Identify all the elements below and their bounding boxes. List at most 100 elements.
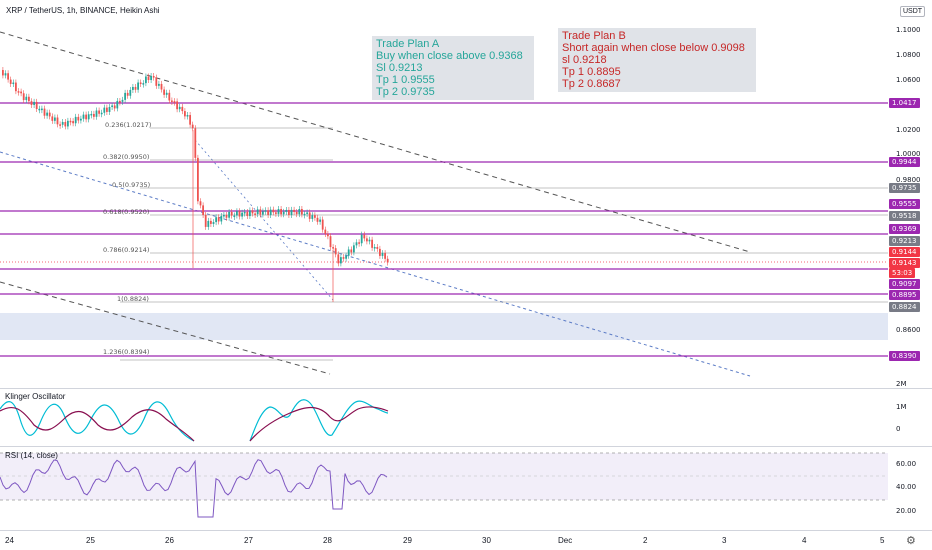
candle-body <box>308 212 311 219</box>
pane-separator[interactable] <box>0 446 932 447</box>
candle-body <box>212 222 215 224</box>
candle-body <box>160 83 163 90</box>
candle-body <box>293 209 295 212</box>
candle-body <box>228 211 230 218</box>
rsi-plot <box>0 452 888 518</box>
candle-body <box>381 253 384 256</box>
candle-body <box>290 209 293 215</box>
price-tag-level: 0.8390 <box>889 351 920 361</box>
klinger-pane[interactable]: Klinger Oscillator <box>0 389 888 445</box>
price-tag-fib: 0.8824 <box>889 302 920 312</box>
candle-body <box>197 157 199 202</box>
pane-separator[interactable] <box>0 388 932 389</box>
fib-label-1: 1(0.8824) <box>117 295 149 303</box>
main-chart-pane[interactable]: 0.236(1.0217) 0.382(0.9950) 0.5(0.9735) … <box>0 0 888 388</box>
candle-body <box>20 91 22 94</box>
candle-body <box>311 215 314 219</box>
candle-body <box>225 214 228 218</box>
gear-icon[interactable]: ⚙ <box>906 535 916 547</box>
rsi-pane[interactable]: RSI (14, close) <box>0 447 888 529</box>
candle-body <box>350 249 353 253</box>
candle-body <box>173 101 176 103</box>
candle-body <box>163 89 165 95</box>
candle-body <box>2 70 4 76</box>
candle-body <box>233 215 236 218</box>
candle-body <box>82 114 85 119</box>
candle-body <box>56 117 59 125</box>
candle-body <box>368 239 371 242</box>
candle-body <box>184 111 186 117</box>
chart-title: XRP / TetherUS, 1h, BINANCE, Heikin Ashi <box>6 6 160 15</box>
candle-body <box>269 209 272 215</box>
candle-body <box>51 116 54 121</box>
klinger-tick: 1M <box>896 403 907 411</box>
trade-plan-a[interactable]: Trade Plan A Buy when close above 0.9368… <box>372 36 534 100</box>
candle-body <box>230 211 233 216</box>
candle-body <box>100 112 103 115</box>
klinger-title[interactable]: Klinger Oscillator <box>5 392 66 401</box>
candle-body <box>119 100 121 103</box>
candle-body <box>59 124 61 126</box>
trendline-lower <box>0 281 331 375</box>
rsi-tick: 60.00 <box>896 460 917 468</box>
candle-body <box>155 77 158 86</box>
price-tick: 1.0000 <box>896 150 921 158</box>
candle-body <box>35 101 38 110</box>
time-tick: 2 <box>643 536 648 545</box>
klinger-line-left <box>0 406 195 442</box>
candle-body <box>126 92 129 96</box>
trade-plan-b[interactable]: Trade Plan B Short again when close belo… <box>558 28 756 92</box>
candle-body <box>282 211 285 215</box>
candle-body <box>223 214 225 217</box>
plan-b-line-4: Tp 1 0.8895 <box>562 66 621 78</box>
candle-body <box>134 86 137 90</box>
price-tag-level: 0.9369 <box>889 224 920 234</box>
candle-body <box>171 100 173 102</box>
candle-body <box>194 128 197 158</box>
price-chart[interactable] <box>0 0 888 388</box>
time-tick: 5 <box>880 536 885 545</box>
candle-body <box>259 209 262 215</box>
candle-body <box>379 248 381 256</box>
currency-button[interactable]: USDT <box>900 6 926 17</box>
candle-body <box>168 92 171 101</box>
candle-body <box>363 234 366 239</box>
candle-body <box>46 112 48 116</box>
candle-body <box>314 215 316 218</box>
candle-body <box>189 115 191 125</box>
candle-body <box>301 209 303 215</box>
rsi-title[interactable]: RSI (14, close) <box>5 451 58 460</box>
candle-body <box>87 114 90 120</box>
fib-diagonal <box>194 139 334 301</box>
candle-body <box>61 121 64 125</box>
time-tick: 30 <box>482 536 491 545</box>
candle-body <box>137 82 139 90</box>
trendline-mid <box>0 151 751 377</box>
candle-body <box>4 73 7 76</box>
price-tick: 1.1000 <box>896 26 921 34</box>
fib-label-0618: 0.618(0.9520) <box>103 208 150 216</box>
rsi-axis[interactable]: 60.00 40.00 20.00 <box>888 447 932 529</box>
candle-body <box>43 108 46 116</box>
candle-body <box>17 91 20 93</box>
candle-body <box>80 118 82 121</box>
candle-body <box>288 209 290 215</box>
candle-body <box>358 242 360 244</box>
price-tag-level: 0.9097 <box>889 279 920 289</box>
candle-body <box>178 106 181 110</box>
fib-label-05: 0.5(0.9735) <box>112 181 151 189</box>
price-axis[interactable]: 1.1000 1.0800 1.0600 1.0200 1.0000 0.980… <box>888 0 932 388</box>
klinger-axis[interactable]: 2M 1M 0 <box>888 380 932 445</box>
candle-body <box>342 257 345 259</box>
candle-body <box>9 79 12 84</box>
candle-body <box>275 212 277 214</box>
candle-body <box>48 112 51 117</box>
candle-body <box>38 108 41 111</box>
price-tick: 1.0800 <box>896 51 921 59</box>
plan-a-line-3: Sl 0.9213 <box>376 62 423 74</box>
candle-body <box>277 209 280 214</box>
candle-body <box>121 99 124 102</box>
candle-body <box>355 242 358 246</box>
klinger-tick: 2M <box>896 380 907 388</box>
candle-body <box>256 209 259 215</box>
